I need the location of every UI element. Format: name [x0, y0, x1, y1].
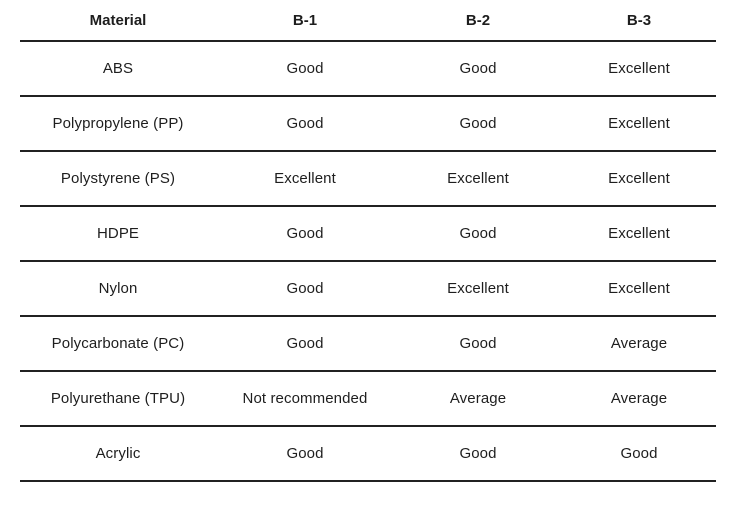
table-header: Material B-1 B-2 B-3	[20, 0, 716, 42]
rating-cell: Excellent	[394, 261, 562, 317]
rating-cell: Excellent	[562, 261, 716, 317]
rating-cell: Good	[394, 426, 562, 482]
rating-cell: Good	[216, 206, 394, 262]
material-cell: Polyurethane (TPU)	[20, 371, 216, 427]
material-cell: ABS	[20, 41, 216, 97]
material-cell: Polystyrene (PS)	[20, 151, 216, 207]
table-row: ABS Good Good Excellent	[20, 41, 716, 97]
rating-cell: Excellent	[562, 41, 716, 97]
rating-cell: Excellent	[562, 96, 716, 152]
table-row: HDPE Good Good Excellent	[20, 206, 716, 262]
rating-cell: Not recommended	[216, 371, 394, 427]
rating-cell: Good	[216, 426, 394, 482]
rating-cell: Good	[394, 206, 562, 262]
rating-cell: Excellent	[562, 206, 716, 262]
table-row: Polycarbonate (PC) Good Good Average	[20, 316, 716, 372]
rating-cell: Average	[562, 316, 716, 372]
header-row: Material B-1 B-2 B-3	[20, 0, 716, 42]
rating-cell: Good	[216, 41, 394, 97]
header-cell-material: Material	[20, 0, 216, 42]
table-row: Acrylic Good Good Good	[20, 426, 716, 482]
table-body: ABS Good Good Excellent Polypropylene (P…	[20, 41, 716, 482]
rating-cell: Good	[216, 316, 394, 372]
rating-cell: Good	[394, 96, 562, 152]
header-cell-b2: B-2	[394, 0, 562, 42]
rating-cell: Good	[216, 261, 394, 317]
rating-cell: Excellent	[216, 151, 394, 207]
material-cell: Acrylic	[20, 426, 216, 482]
table-row: Nylon Good Excellent Excellent	[20, 261, 716, 317]
rating-cell: Excellent	[394, 151, 562, 207]
header-cell-b1: B-1	[216, 0, 394, 42]
table-row: Polypropylene (PP) Good Good Excellent	[20, 96, 716, 152]
materials-table: Material B-1 B-2 B-3 ABS Good Good Excel…	[20, 0, 716, 482]
header-cell-b3: B-3	[562, 0, 716, 42]
table-row: Polyurethane (TPU) Not recommended Avera…	[20, 371, 716, 427]
rating-cell: Average	[394, 371, 562, 427]
table-row: Polystyrene (PS) Excellent Excellent Exc…	[20, 151, 716, 207]
rating-cell: Average	[562, 371, 716, 427]
rating-cell: Good	[394, 41, 562, 97]
rating-cell: Good	[216, 96, 394, 152]
materials-table-container: Material B-1 B-2 B-3 ABS Good Good Excel…	[20, 0, 716, 482]
rating-cell: Excellent	[562, 151, 716, 207]
material-cell: HDPE	[20, 206, 216, 262]
rating-cell: Good	[562, 426, 716, 482]
material-cell: Nylon	[20, 261, 216, 317]
material-cell: Polycarbonate (PC)	[20, 316, 216, 372]
material-cell: Polypropylene (PP)	[20, 96, 216, 152]
rating-cell: Good	[394, 316, 562, 372]
